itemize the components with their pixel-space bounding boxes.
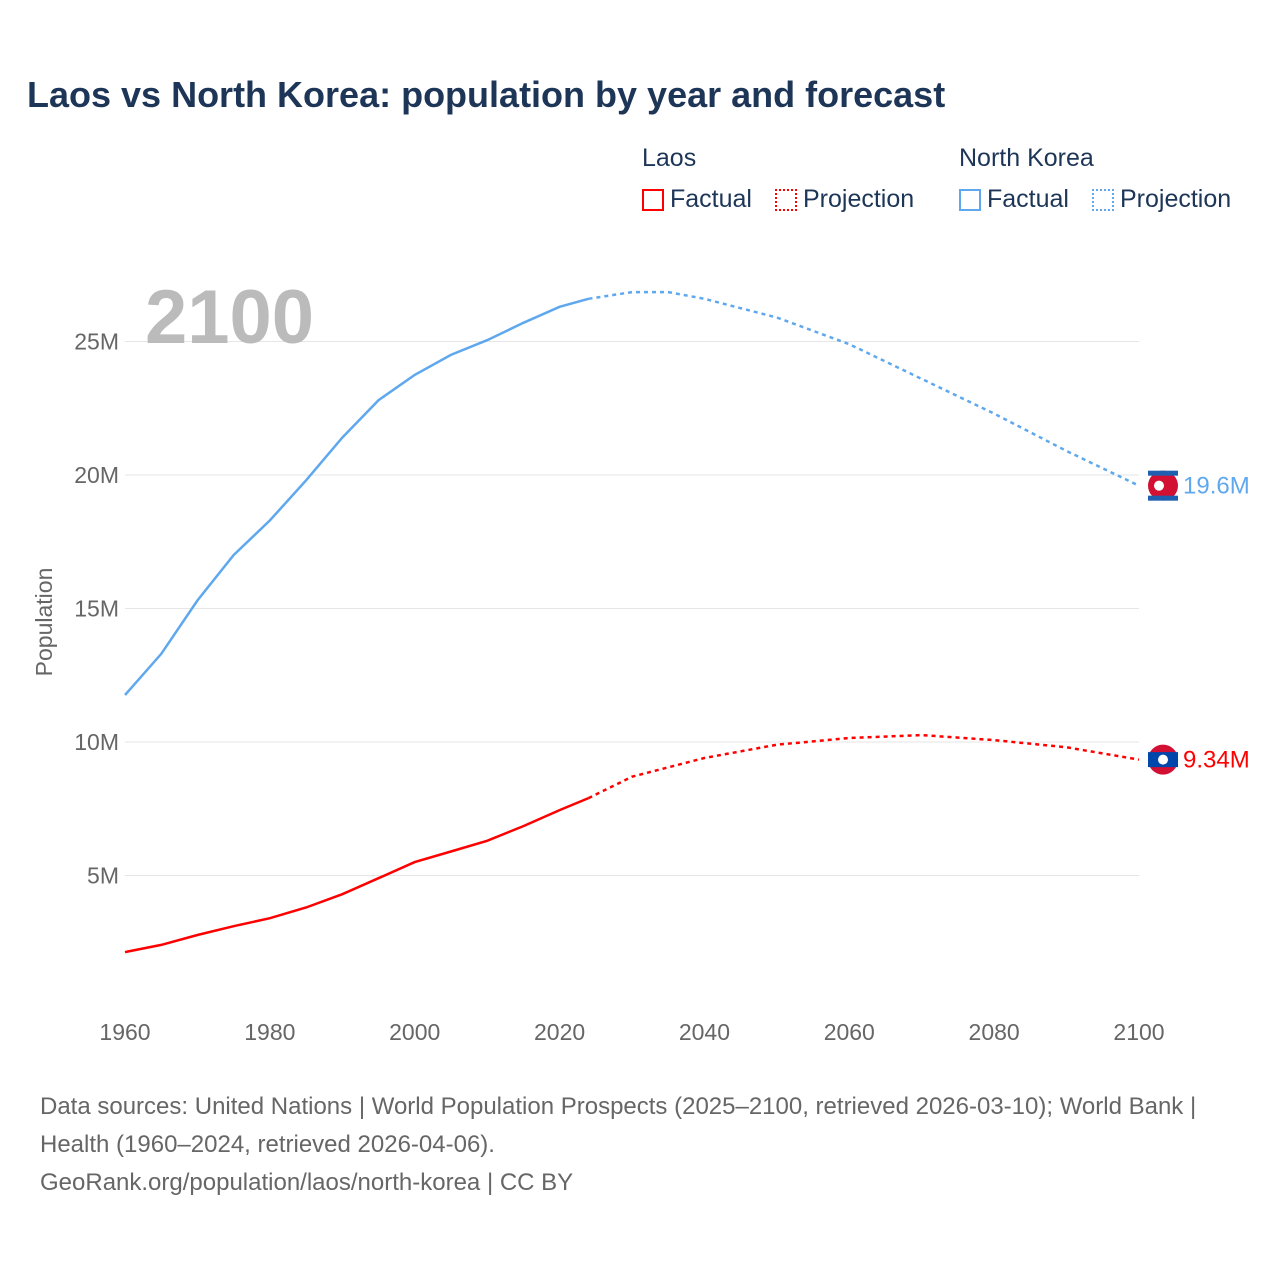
legend-nk-factual[interactable]: Factual bbox=[959, 185, 1069, 214]
x-tick-label: 1960 bbox=[99, 1019, 150, 1045]
legend-swatch bbox=[959, 188, 981, 211]
legend-laos-heading: Laos bbox=[642, 144, 697, 172]
x-tick-label: 2100 bbox=[1113, 1019, 1164, 1045]
legend-label: Factual bbox=[987, 185, 1069, 213]
laos-end-label: 9.34M bbox=[1183, 747, 1250, 774]
chart-title: Laos vs North Korea: population by year … bbox=[27, 74, 946, 115]
flag-band bbox=[1148, 495, 1178, 501]
y-tick-label: 25M bbox=[74, 329, 119, 355]
legend-label: Projection bbox=[803, 185, 915, 213]
source-line: Data sources: United Nations | World Pop… bbox=[40, 1093, 1197, 1158]
legend-nk-projection[interactable]: Projection bbox=[1092, 185, 1231, 214]
source-url: GeoRank.org/population/laos/north-korea … bbox=[40, 1169, 574, 1196]
legend-label: Factual bbox=[670, 185, 752, 213]
x-tick-label: 2060 bbox=[824, 1019, 875, 1045]
x-tick-label: 2020 bbox=[534, 1019, 585, 1045]
y-tick-label: 5M bbox=[87, 863, 119, 889]
north-korea-projection-line bbox=[588, 290, 1140, 487]
x-tick-label: 1980 bbox=[244, 1019, 295, 1045]
y-tick-label: 15M bbox=[74, 596, 119, 622]
laos-projection-line bbox=[587, 733, 1140, 800]
legend-swatch bbox=[775, 188, 797, 211]
y-tick-label: 10M bbox=[74, 729, 119, 755]
flag-disc bbox=[1154, 480, 1164, 491]
x-tick-label: 2080 bbox=[969, 1019, 1020, 1045]
legend-laos-factual[interactable]: Factual bbox=[642, 185, 752, 214]
source-note: Data sources: United Nations | World Pop… bbox=[40, 1088, 1240, 1202]
year-watermark: 2100 bbox=[145, 275, 314, 360]
y-tick-label: 20M bbox=[74, 462, 119, 488]
x-tick-label: 2040 bbox=[679, 1019, 730, 1045]
y-axis-label: Population bbox=[31, 568, 57, 677]
flag-band bbox=[1148, 470, 1178, 476]
flag-disc bbox=[1158, 754, 1168, 765]
laos-factual-line bbox=[124, 796, 589, 954]
x-tick-label: 2000 bbox=[389, 1019, 440, 1045]
north-korea-factual-line bbox=[124, 297, 589, 696]
legend-swatch bbox=[642, 188, 664, 211]
legend-label: Projection bbox=[1120, 185, 1232, 213]
legend-laos-projection[interactable]: Projection bbox=[775, 185, 914, 214]
legend-nk-heading: North Korea bbox=[959, 144, 1094, 172]
legend-swatch bbox=[1092, 188, 1114, 211]
north-korea-end-label: 19.6M bbox=[1183, 473, 1250, 500]
